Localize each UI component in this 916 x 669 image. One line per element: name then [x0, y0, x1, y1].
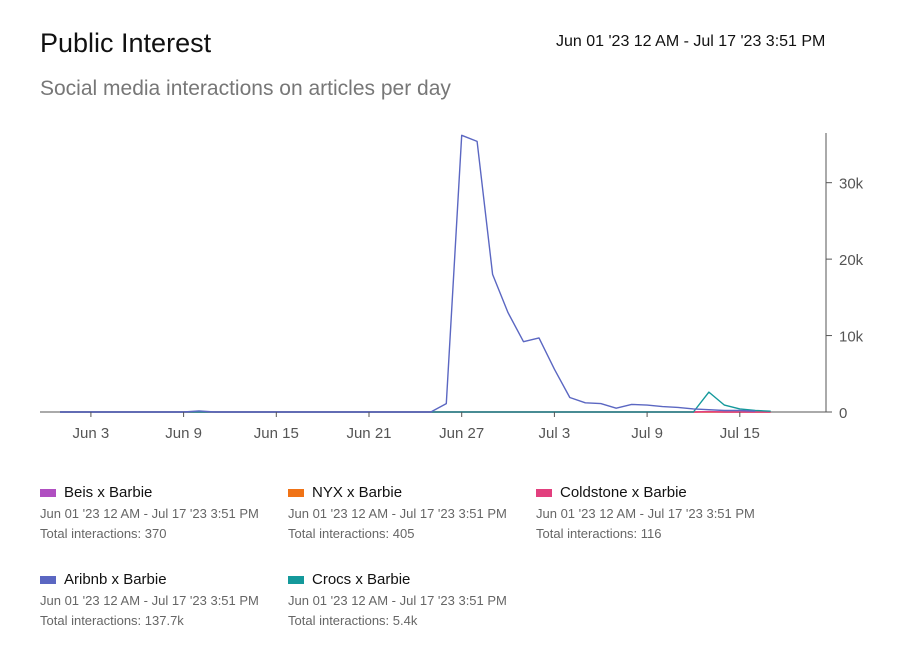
legend-range: Jun 01 '23 12 AM - Jul 17 '23 3:51 PM	[288, 593, 507, 608]
legend-total: Total interactions: 370	[40, 526, 167, 541]
chart-title: Public Interest	[40, 28, 212, 58]
legend-range: Jun 01 '23 12 AM - Jul 17 '23 3:51 PM	[288, 506, 507, 521]
legend-swatch	[40, 489, 56, 497]
series-line-aribnb-x-barbie	[60, 134, 756, 413]
y-tick-label: 10k	[839, 329, 864, 346]
legend-item[interactable]: Crocs x Barbie Jun 01 '23 12 AM - Jul 17…	[288, 570, 536, 631]
legend-total: Total interactions: 405	[288, 526, 415, 541]
legend-total: Total interactions: 137.7k	[40, 613, 184, 628]
legend-label: Beis x Barbie	[64, 484, 153, 501]
legend-range: Jun 01 '23 12 AM - Jul 17 '23 3:51 PM	[40, 593, 259, 608]
x-tick-label: Jun 15	[254, 425, 299, 442]
legend: Beis x Barbie Jun 01 '23 12 AM - Jul 17 …	[40, 483, 800, 631]
date-range[interactable]: Jun 01 '23 12 AM - Jul 17 '23 3:51 PM	[556, 33, 826, 50]
legend-label: Coldstone x Barbie	[560, 484, 687, 501]
legend-total: Total interactions: 5.4k	[288, 613, 418, 628]
legend-label: Crocs x Barbie	[312, 571, 411, 588]
x-tick-label: Jul 3	[539, 425, 571, 442]
legend-label: NYX x Barbie	[312, 484, 403, 501]
legend-swatch	[536, 489, 552, 497]
line-chart: Jun 3 Jun 9 Jun 15 Jun 21 Jun 27 Jul 3 Jul 9 Ju…	[40, 133, 864, 442]
legend-item[interactable]: Coldstone x Barbie Jun 01 '23 12 AM - Ju…	[536, 483, 784, 544]
y-tick-label: 20k	[839, 252, 864, 269]
x-tick-label: Jun 3	[73, 425, 110, 442]
legend-range: Jun 01 '23 12 AM - Jul 17 '23 3:51 PM	[536, 506, 755, 521]
chart-subtitle: Social media interactions on articles pe…	[40, 77, 451, 100]
y-tick-label: 30k	[839, 176, 864, 193]
x-tick-label: Jul 15	[720, 425, 760, 442]
y-tick-label: 0	[839, 405, 847, 422]
x-tick-label: Jun 21	[346, 425, 391, 442]
legend-item[interactable]: NYX x Barbie Jun 01 '23 12 AM - Jul 17 '…	[288, 483, 536, 544]
legend-item[interactable]: Aribnb x Barbie Jun 01 '23 12 AM - Jul 1…	[40, 570, 288, 631]
legend-label: Aribnb x Barbie	[64, 571, 167, 588]
legend-range: Jun 01 '23 12 AM - Jul 17 '23 3:51 PM	[40, 506, 259, 521]
x-tick-label: Jun 27	[439, 425, 484, 442]
series-line-crocs-x-barbie	[60, 391, 771, 413]
x-tick-label: Jul 9	[631, 425, 663, 442]
legend-item[interactable]: Beis x Barbie Jun 01 '23 12 AM - Jul 17 …	[40, 483, 288, 544]
legend-total: Total interactions: 116	[536, 526, 662, 541]
legend-swatch	[40, 576, 56, 584]
x-tick-label: Jun 9	[165, 425, 202, 442]
legend-swatch	[288, 489, 304, 497]
legend-swatch	[288, 576, 304, 584]
